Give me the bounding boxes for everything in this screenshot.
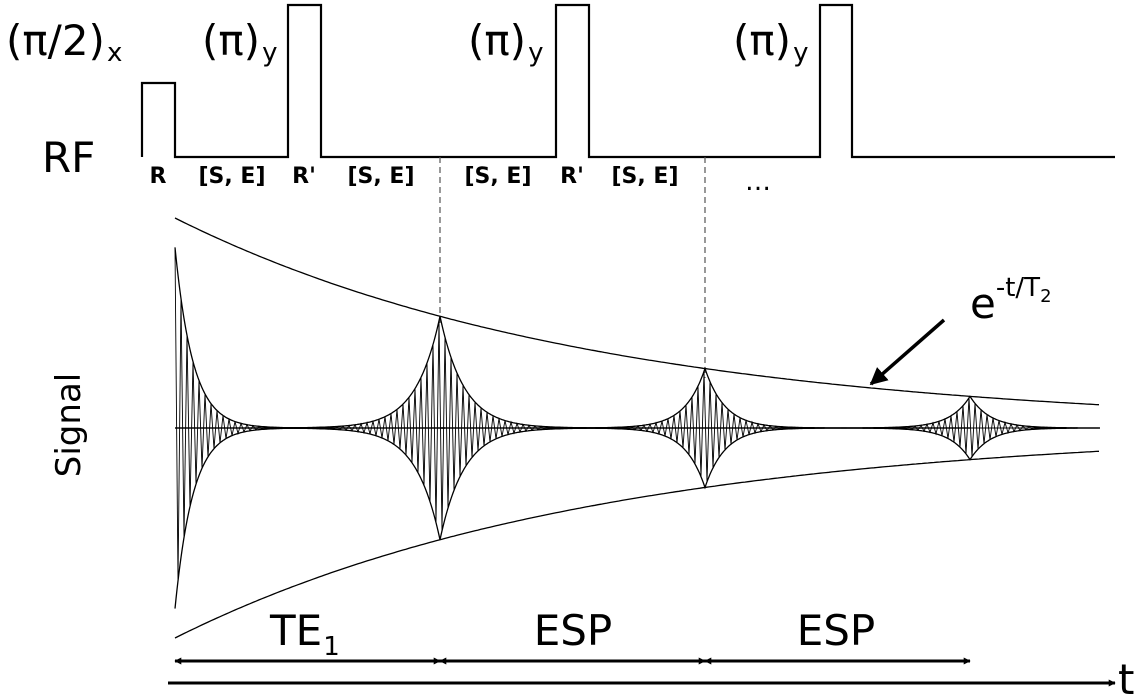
t2-decay-label: e-t/T2 xyxy=(970,273,1052,328)
t2-envelope-lower xyxy=(174,450,1100,639)
echo-signal xyxy=(174,247,1100,609)
signal-axis-label: Signal xyxy=(49,373,89,477)
t2-envelope-upper xyxy=(174,217,1100,406)
rf-label: RF xyxy=(42,133,95,182)
refocus-pulse-label-3: (π)y xyxy=(733,16,808,68)
segment-label-5: [S, E] xyxy=(465,164,532,189)
rf-pulse-train xyxy=(140,3,1115,159)
t2-decay-arrow xyxy=(869,318,946,386)
interval-label-esp-2: ESP xyxy=(797,606,876,655)
echo-envelope-lower-2 xyxy=(175,427,705,540)
segment-label-7: [S, E] xyxy=(612,164,679,189)
interval-label-esp-1: ESP xyxy=(534,606,613,655)
segment-label-6: R' xyxy=(560,164,584,189)
excitation-pulse-label: (π/2)x xyxy=(6,16,122,68)
echo-envelope-lower-3 xyxy=(440,427,970,490)
segment-label-8: … xyxy=(745,167,771,197)
segment-label-3: R' xyxy=(292,164,316,189)
segment-label-2: [S, E] xyxy=(199,164,266,189)
segment-label-1: R xyxy=(150,164,167,189)
echo-envelope-lower-1 xyxy=(174,427,445,609)
segment-label-4: [S, E] xyxy=(348,164,415,189)
echo-envelope-upper-1 xyxy=(174,247,445,429)
refocus-pulse-label-1: (π)y xyxy=(202,16,277,68)
refocus-pulse-label-2: (π)y xyxy=(468,16,543,68)
echo-oscillation-1 xyxy=(174,247,445,581)
time-axis-label: t xyxy=(1118,655,1134,700)
interval-label-te1: TE1 xyxy=(269,606,340,662)
echo-oscillation-3 xyxy=(440,371,968,482)
